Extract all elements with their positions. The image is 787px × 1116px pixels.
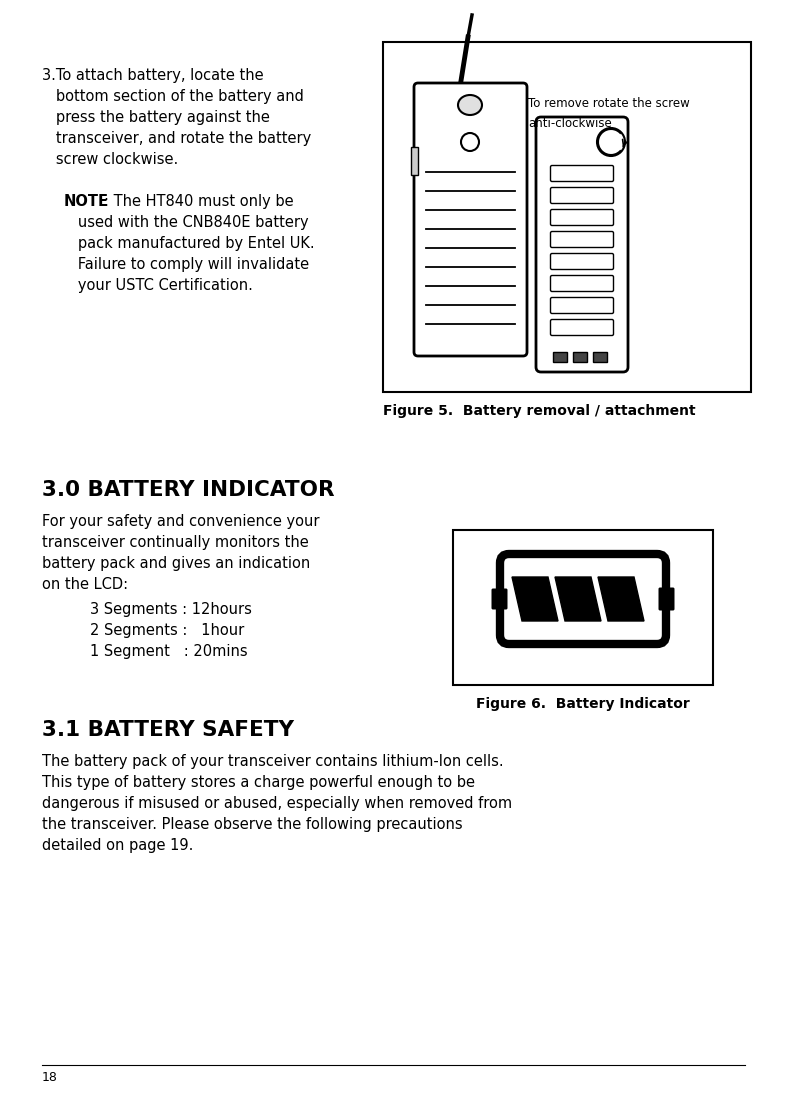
Text: 3 Segments : 12hours: 3 Segments : 12hours [90,602,252,617]
Text: on the LCD:: on the LCD: [42,577,128,591]
Text: Failure to comply will invalidate: Failure to comply will invalidate [64,257,309,272]
Text: For your safety and convenience your: For your safety and convenience your [42,514,320,529]
FancyBboxPatch shape [659,587,674,610]
Text: anti-clockwise: anti-clockwise [528,117,611,129]
Text: used with the CNB840E battery: used with the CNB840E battery [64,215,309,230]
FancyBboxPatch shape [536,117,628,372]
FancyBboxPatch shape [550,298,614,314]
Text: 3.To attach battery, locate the: 3.To attach battery, locate the [42,68,264,83]
Text: 3.0 BATTERY INDICATOR: 3.0 BATTERY INDICATOR [42,480,334,500]
Text: bottom section of the battery and: bottom section of the battery and [42,89,304,104]
FancyBboxPatch shape [550,231,614,248]
Text: 1 Segment   : 20mins: 1 Segment : 20mins [90,644,248,660]
Circle shape [597,128,625,156]
Text: transceiver continually monitors the: transceiver continually monitors the [42,535,309,550]
FancyBboxPatch shape [492,588,508,609]
Text: NOTE: NOTE [64,194,109,209]
Ellipse shape [458,95,482,115]
Text: The battery pack of your transceiver contains lithium-Ion cells.: The battery pack of your transceiver con… [42,754,504,769]
Text: : The HT840 must only be: : The HT840 must only be [104,194,294,209]
Polygon shape [512,577,558,620]
FancyBboxPatch shape [550,276,614,291]
Text: press the battery against the: press the battery against the [42,110,270,125]
Circle shape [461,133,479,151]
FancyBboxPatch shape [500,554,666,644]
Text: Figure 6.  Battery Indicator: Figure 6. Battery Indicator [476,698,690,711]
Bar [553,352,567,362]
Text: transceiver, and rotate the battery: transceiver, and rotate the battery [42,131,311,146]
Bar [453,530,713,685]
FancyBboxPatch shape [550,165,614,182]
Text: dangerous if misused or abused, especially when removed from: dangerous if misused or abused, especial… [42,796,512,811]
Text: pack manufactured by Entel UK.: pack manufactured by Entel UK. [64,235,315,251]
FancyBboxPatch shape [550,319,614,336]
Bar [573,352,587,362]
Polygon shape [598,577,644,620]
FancyBboxPatch shape [550,187,614,203]
FancyBboxPatch shape [550,210,614,225]
Bar [593,352,607,362]
Bar [383,42,751,392]
Text: This type of battery stores a charge powerful enough to be: This type of battery stores a charge pow… [42,775,475,790]
FancyBboxPatch shape [414,83,527,356]
Text: 2 Segments :   1hour: 2 Segments : 1hour [90,623,244,638]
Text: battery pack and gives an indication: battery pack and gives an indication [42,556,310,571]
Bar [411,147,418,175]
Text: the transceiver. Please observe the following precautions: the transceiver. Please observe the foll… [42,817,463,833]
Text: 18: 18 [42,1071,58,1084]
Text: To remove rotate the screw: To remove rotate the screw [528,97,689,110]
FancyBboxPatch shape [550,253,614,269]
Text: detailed on page 19.: detailed on page 19. [42,838,194,853]
Polygon shape [555,577,601,620]
Text: your USTC Certification.: your USTC Certification. [64,278,253,294]
Text: 3.1 BATTERY SAFETY: 3.1 BATTERY SAFETY [42,720,294,740]
Text: Figure 5.  Battery removal / attachment: Figure 5. Battery removal / attachment [383,404,696,418]
Text: screw clockwise.: screw clockwise. [42,152,178,167]
